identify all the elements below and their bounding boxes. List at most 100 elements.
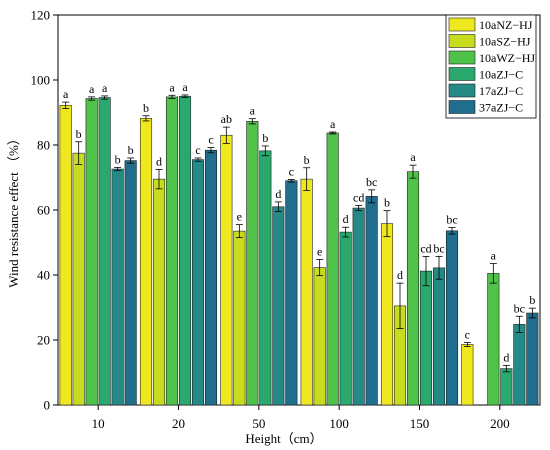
significance-label: a xyxy=(63,87,69,101)
bar xyxy=(246,120,259,406)
x-tick-label: 100 xyxy=(329,416,349,431)
x-tick-label: 50 xyxy=(252,416,265,431)
significance-label: b xyxy=(76,127,82,141)
legend-label: 10aWZ−HJ xyxy=(479,51,535,65)
x-axis: 10 20 50 100 150 200 xyxy=(92,405,510,431)
bar xyxy=(165,96,179,406)
bar xyxy=(419,270,433,406)
legend-label: 17aZJ−C xyxy=(479,84,523,98)
bar xyxy=(365,196,378,406)
significance-label: a xyxy=(89,82,95,96)
y-axis: 0 20 40 60 80 100 120 xyxy=(31,8,58,413)
legend-swatch xyxy=(448,50,476,65)
significance-label: c xyxy=(465,328,470,342)
bar xyxy=(406,171,420,406)
significance-label: a xyxy=(491,249,497,263)
x-tick-label: 200 xyxy=(490,416,510,431)
significance-label: b xyxy=(384,196,390,210)
bar xyxy=(300,178,313,406)
legend-label: 10aZJ−C xyxy=(479,68,523,82)
significance-label: c xyxy=(195,143,200,157)
bar xyxy=(445,230,459,406)
bar xyxy=(313,267,326,406)
significance-label: b xyxy=(304,153,310,167)
bar xyxy=(326,132,339,406)
legend-swatch xyxy=(448,34,476,48)
significance-label: d xyxy=(397,268,403,282)
legend-swatch xyxy=(448,83,476,98)
significance-label: a xyxy=(182,80,188,94)
legend-label: 10aSZ−HJ xyxy=(479,35,531,49)
bar xyxy=(526,312,539,406)
bar xyxy=(487,273,500,406)
significance-label: bc xyxy=(366,175,377,189)
significance-label: b xyxy=(262,131,268,145)
error-bars-group xyxy=(62,94,536,373)
significance-label: d xyxy=(156,154,162,168)
y-tick-label: 20 xyxy=(37,333,50,348)
bar xyxy=(204,149,218,406)
x-tick-label: 20 xyxy=(172,416,185,431)
significance-label: bc xyxy=(514,301,525,315)
bar xyxy=(500,368,513,406)
significance-label: a xyxy=(330,117,336,131)
bar xyxy=(111,168,124,406)
bar xyxy=(352,207,365,406)
bar xyxy=(259,150,272,406)
significance-label: d xyxy=(503,350,509,364)
x-tick-label: 10 xyxy=(92,416,105,431)
bar xyxy=(380,223,394,406)
bar xyxy=(432,267,446,406)
bar xyxy=(513,324,526,406)
bar xyxy=(178,95,192,406)
bar xyxy=(139,118,153,406)
bar xyxy=(233,230,246,406)
significance-label: b xyxy=(143,101,149,115)
bar xyxy=(72,152,85,406)
bar xyxy=(59,105,72,406)
significance-label: a xyxy=(102,81,108,95)
significance-label: c xyxy=(289,164,294,178)
x-axis-title: Height（cm） xyxy=(245,431,322,446)
significance-label: e xyxy=(317,244,322,258)
bar xyxy=(339,231,352,406)
y-axis-title: Wind resistance effect （%） xyxy=(6,132,21,288)
x-tick-label: 150 xyxy=(410,416,430,431)
significance-label: a xyxy=(410,150,416,164)
legend-label: 10aNZ−HJ xyxy=(479,18,533,32)
legend-label: 37aZJ−C xyxy=(479,101,523,115)
bar xyxy=(152,178,166,406)
y-tick-label: 80 xyxy=(37,138,50,153)
significance-label: a xyxy=(169,80,175,94)
y-tick-label: 100 xyxy=(31,73,51,88)
significance-label: bc xyxy=(446,213,457,227)
significance-label: e xyxy=(237,210,242,224)
significance-label: a xyxy=(250,104,256,118)
significance-label: b xyxy=(115,152,121,166)
bar xyxy=(124,160,137,406)
significance-label: c xyxy=(208,133,213,147)
significance-label: d xyxy=(275,187,281,201)
significance-label: b xyxy=(128,143,134,157)
significance-label: bc xyxy=(433,241,444,255)
y-tick-label: 120 xyxy=(31,8,51,23)
y-tick-label: 60 xyxy=(37,203,50,218)
y-tick-label: 40 xyxy=(37,268,50,283)
y-tick-label: 0 xyxy=(44,398,51,413)
bar xyxy=(85,98,98,406)
significance-label: cd xyxy=(353,190,364,204)
significance-label: d xyxy=(343,212,349,226)
legend-swatch xyxy=(448,100,476,114)
significance-label: b xyxy=(529,293,535,307)
significance-label: ab xyxy=(221,112,232,126)
bar-series-group xyxy=(59,95,539,406)
legend-swatch xyxy=(448,17,476,32)
bar xyxy=(272,206,285,406)
legend: 10aNZ−HJ 10aSZ−HJ 10aWZ−HJ 10aZJ−C 17aZJ−C 37… xyxy=(445,14,537,119)
bar xyxy=(461,344,474,406)
significance-label: cd xyxy=(420,241,431,255)
legend-swatch xyxy=(448,67,476,81)
bar xyxy=(285,180,298,406)
